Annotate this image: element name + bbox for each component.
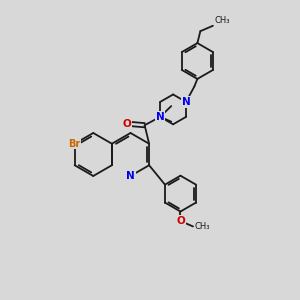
Text: N: N [182,97,190,107]
Text: O: O [123,119,132,129]
Text: N: N [156,112,164,122]
Text: CH₃: CH₃ [194,222,210,231]
Text: Br: Br [68,139,81,149]
Text: CH₃: CH₃ [214,16,230,25]
Text: O: O [176,216,185,226]
Text: N: N [126,171,135,181]
Text: N: N [156,112,164,122]
